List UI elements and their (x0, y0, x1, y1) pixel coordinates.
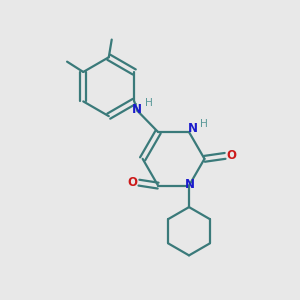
Text: O: O (128, 176, 137, 189)
Text: N: N (184, 178, 195, 190)
Text: H: H (145, 98, 153, 108)
Text: H: H (200, 119, 208, 129)
Text: O: O (226, 149, 237, 162)
Text: N: N (132, 103, 142, 116)
Text: N: N (188, 122, 197, 135)
